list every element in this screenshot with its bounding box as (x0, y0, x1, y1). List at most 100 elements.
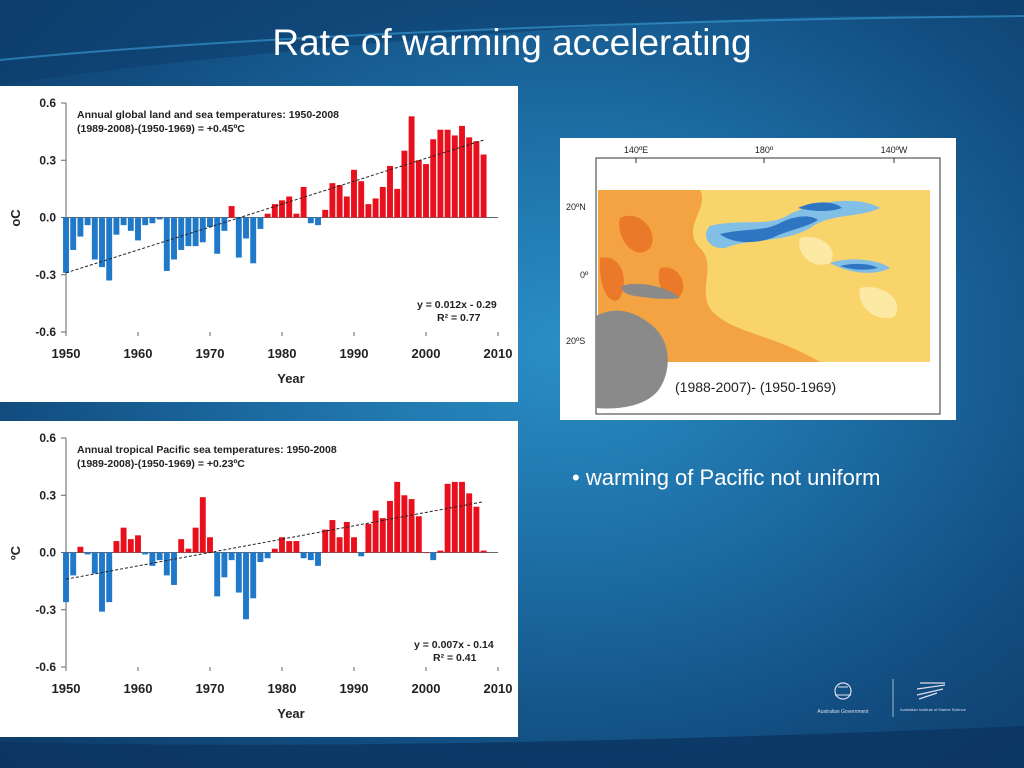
bar-1992 (365, 523, 372, 553)
bar-1991 (358, 181, 365, 218)
trend-equation: y = 0.012x - 0.29 (417, 299, 497, 311)
y-axis-label: oC (8, 209, 23, 227)
bar-1984 (307, 552, 314, 561)
y-tick-label: 0.0 (39, 211, 56, 225)
bar-2004 (451, 135, 458, 218)
bar-2000 (423, 164, 429, 218)
bar-1953 (84, 552, 91, 555)
x-tick-label: 1950 (52, 681, 81, 696)
bar-1997 (401, 495, 408, 553)
bar-1978 (264, 552, 271, 559)
x-tick-label: 2010 (484, 346, 513, 361)
y-tick-label: -0.6 (35, 325, 56, 339)
sst-change-map: 140ºE 180º 140ºW 20ºN 0º 20ºS (1988-2007… (566, 145, 941, 415)
chart-subtitle: (1989-2008)-(1950-1969) = +0.45ºC (77, 123, 245, 135)
bar-1994 (379, 518, 386, 553)
x-tick-label: 1980 (268, 346, 297, 361)
bar-1958 (120, 527, 127, 553)
bar-1987 (329, 183, 336, 218)
bar-2001 (430, 552, 437, 561)
bar-1994 (379, 186, 386, 218)
bar-2007 (473, 506, 480, 553)
y-tick-label: 0.3 (39, 488, 56, 502)
bar-1954 (91, 217, 98, 260)
bar-1962 (149, 552, 156, 566)
x-tick-label: 1970 (196, 681, 225, 696)
bar-1993 (372, 510, 379, 553)
map-lon-label-180: 180º (755, 145, 774, 155)
bar-1970 (207, 537, 213, 553)
bullet-point: • warming of Pacific not uniform (572, 465, 881, 490)
bar-1961 (142, 217, 149, 226)
bar-2003 (444, 483, 451, 553)
bar-1959 (127, 217, 134, 231)
bar-1990 (351, 169, 357, 218)
bar-1972 (221, 552, 228, 578)
australian-government-logo-text: Australian Government (817, 709, 869, 715)
y-tick-label: 0.6 (39, 431, 56, 445)
bar-1960 (135, 217, 141, 241)
aims-logo-text: Australian Institute of Marine Science (900, 707, 967, 712)
bar-1979 (271, 548, 278, 553)
bar-1998 (408, 116, 415, 218)
bar-1962 (149, 217, 156, 224)
map-lon-label-140e: 140ºE (624, 145, 648, 155)
x-tick-label: 2010 (484, 681, 513, 696)
bar-1956 (106, 217, 113, 281)
bar-1968 (192, 527, 199, 553)
bar-1951 (70, 217, 77, 250)
bar-1983 (300, 186, 307, 218)
bar-1974 (235, 217, 242, 258)
x-tick-label: 1990 (340, 346, 369, 361)
bar-1973 (228, 206, 235, 218)
bar-1989 (343, 521, 350, 553)
bar-1957 (113, 217, 120, 235)
bar-1952 (77, 217, 84, 237)
bar-1965 (171, 552, 177, 585)
r-squared: R² = 0.77 (437, 312, 481, 324)
bar-1977 (257, 552, 264, 563)
bar-1954 (91, 552, 98, 574)
bar-1990 (351, 537, 357, 553)
x-tick-label: 1960 (124, 346, 153, 361)
bar-1992 (365, 204, 372, 218)
bar-1959 (127, 539, 134, 553)
australia-landmass (596, 310, 668, 409)
bar-1975 (243, 552, 249, 620)
bar-1997 (401, 150, 408, 218)
bar-1969 (199, 217, 206, 243)
x-tick-label: 2000 (412, 346, 441, 361)
bar-1975 (243, 217, 249, 239)
bar-1986 (322, 209, 329, 218)
map-caption: (1988-2007)- (1950-1969) (675, 379, 836, 395)
y-tick-label: 0.6 (39, 96, 56, 110)
y-tick-label: -0.3 (35, 268, 56, 282)
bar-1977 (257, 217, 264, 229)
x-tick-label: 1970 (196, 346, 225, 361)
bar-1987 (329, 520, 336, 553)
y-axis-label: ºC (8, 545, 23, 560)
background-wave-top (0, 0, 1024, 85)
map-lat-label-20s: 20ºS (566, 336, 585, 346)
x-axis-label: Year (277, 371, 304, 386)
bar-1985 (315, 552, 321, 566)
bar-1953 (84, 217, 91, 226)
bar-1957 (113, 541, 120, 553)
bar-1980 (279, 537, 285, 553)
bar-1965 (171, 217, 177, 260)
trend-equation: y = 0.007x - 0.14 (414, 639, 494, 651)
bar-1963 (156, 217, 163, 220)
y-tick-label: -0.6 (35, 660, 56, 674)
chart-subtitle: (1989-2008)-(1950-1969) = +0.23ºC (77, 458, 245, 470)
bar-2007 (473, 141, 480, 218)
bar-1964 (163, 217, 170, 271)
bar-1993 (372, 198, 379, 218)
y-tick-label: -0.3 (35, 603, 56, 617)
bar-2003 (444, 129, 451, 218)
bar-1958 (120, 217, 127, 226)
bar-2006 (466, 493, 473, 553)
map-lon-label-140w: 140ºW (881, 145, 908, 155)
bar-2004 (451, 481, 458, 553)
bar-1955 (99, 217, 105, 268)
bar-2005 (459, 481, 465, 553)
